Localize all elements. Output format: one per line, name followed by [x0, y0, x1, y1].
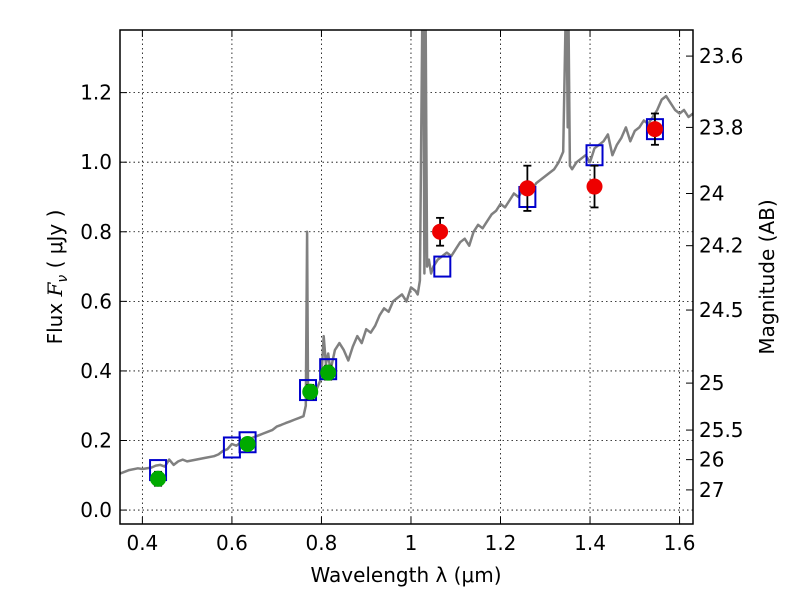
model-photometry-square [433, 255, 452, 278]
y-label-subscript: ν [55, 275, 71, 283]
detection-point [150, 470, 167, 487]
tick-labels: 0.4 0.6 0.8 1 1.2 1.4 1.6 0.0 0.2 0.4 0.6 0.8 1.0 1.2… [80, 44, 743, 555]
x-tick-label: 1.6 [664, 531, 696, 555]
right-tick-label: 25 [699, 371, 724, 395]
y-axis-label-left: Flux Fν ( μJy ) [43, 210, 71, 345]
y-tick-label: 1.2 [80, 81, 112, 105]
detection-point [519, 180, 536, 197]
detection-point [239, 435, 256, 452]
y-tick-label: 0.0 [80, 498, 112, 522]
right-tick-label: 23.8 [699, 115, 744, 139]
y-label-unit: ( μJy ) [43, 210, 67, 275]
right-tick-label: 26 [699, 448, 724, 472]
y-tick-label: 0.6 [80, 289, 112, 313]
x-tick-label: 0.4 [126, 531, 158, 555]
y-label-prefix: Flux [43, 296, 67, 344]
x-tick-label: 0.8 [306, 531, 338, 555]
detection-point [586, 178, 603, 195]
y-label-variable: F [43, 281, 67, 297]
detection-point [432, 223, 449, 240]
spectrum-line [120, 30, 693, 475]
data-layer [120, 30, 693, 487]
detection-point [320, 364, 337, 381]
x-axis-label: Wavelength λ (μm) [310, 563, 501, 587]
model-photometry-square [238, 431, 257, 454]
right-tick-label: 25.5 [699, 418, 744, 442]
detection-point [646, 121, 663, 138]
x-tick-label: 1 [405, 531, 418, 555]
grid [120, 30, 693, 524]
y-axis-label-right: Magnitude (AB) [755, 199, 779, 354]
right-tick-label: 27 [699, 478, 724, 502]
detection-point [302, 383, 319, 400]
right-tick-label: 24.2 [699, 234, 744, 258]
x-tick-label: 1.4 [574, 531, 606, 555]
y-tick-label: 0.8 [80, 220, 112, 244]
x-tick-label: 1.2 [485, 531, 517, 555]
right-tick-label: 24.5 [699, 298, 744, 322]
right-tick-label: 24 [699, 182, 724, 206]
x-tick-label: 0.6 [216, 531, 248, 555]
y-tick-label: 0.2 [80, 429, 112, 453]
right-tick-label: 23.6 [699, 44, 744, 68]
y-tick-label: 0.4 [80, 359, 112, 383]
ticks [120, 30, 693, 524]
y-tick-label: 1.0 [80, 150, 112, 174]
plot-frame [119, 29, 694, 525]
